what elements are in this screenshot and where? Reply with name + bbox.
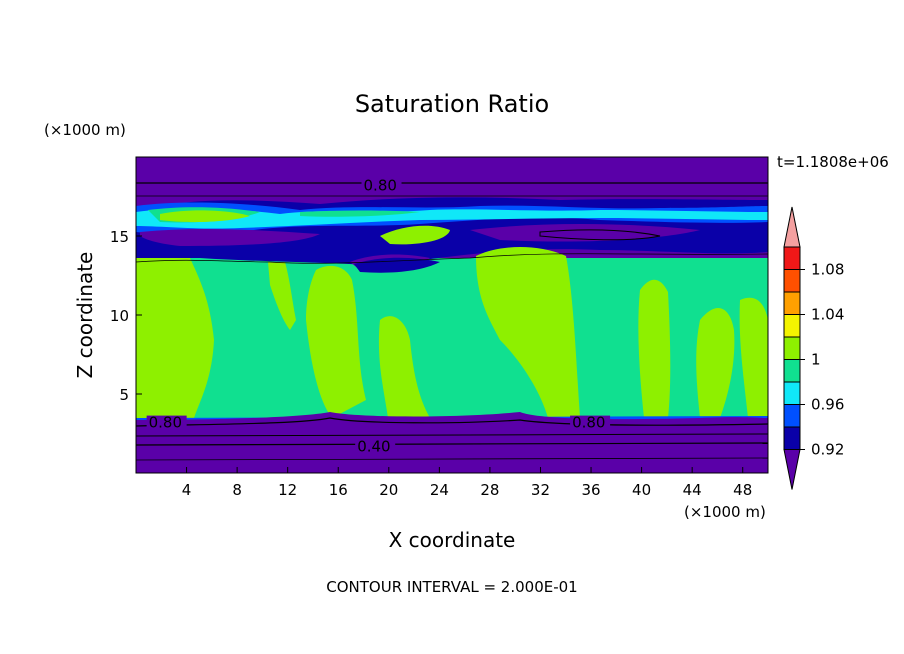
contour-line-middle <box>136 253 768 264</box>
x-tick-label: 20 <box>379 481 398 499</box>
contour-interval-label: CONTOUR INTERVAL = 2.000E-01 <box>326 578 577 596</box>
contour-line-lower-040 <box>136 442 768 446</box>
contour-label-background <box>355 439 396 454</box>
contour-label: 0.80 <box>149 414 182 432</box>
x-tick-label: 28 <box>480 481 499 499</box>
x-tick-label: 16 <box>329 481 348 499</box>
colorbar-segment <box>783 404 801 428</box>
colorbar: 0.92 0.96 1 1.04 1.08 <box>783 206 844 490</box>
region-upper-purple-core <box>140 224 700 270</box>
contour-line-lower-060 <box>136 433 768 437</box>
contour-lines <box>136 182 768 461</box>
contour-label-background <box>570 415 611 430</box>
region-upper-cyan <box>136 208 768 229</box>
x-tick-label: 12 <box>278 481 297 499</box>
colorbar-segment <box>783 381 801 405</box>
x-axis-label: X coordinate <box>389 528 516 552</box>
x-tick-label: 36 <box>581 481 600 499</box>
contour-field <box>136 157 768 473</box>
region-upper-lime-patch <box>160 210 450 245</box>
contour-line-upper-core <box>539 229 661 241</box>
colorbar-upper-arrow <box>783 206 801 248</box>
colorbar-segment <box>783 314 801 338</box>
colorbar-tick-label: 1 <box>811 351 821 369</box>
y-unit-label: (×1000 m) <box>44 121 126 139</box>
region-upper-navy-core <box>354 257 440 273</box>
y-tick-label: 5 <box>119 386 129 404</box>
colorbar-segment <box>783 246 801 270</box>
contour-line-lower-020 <box>136 457 768 461</box>
contour-label: 0.80 <box>364 177 397 195</box>
colorbar-segment <box>783 269 801 293</box>
x-tick-label: 40 <box>632 481 651 499</box>
contour-label-background <box>146 415 187 430</box>
colorbar-segment <box>783 336 801 360</box>
colorbar-tick-label: 1.08 <box>811 261 844 279</box>
colorbar-tick-label: 1.04 <box>811 306 844 324</box>
x-tick-label: 32 <box>531 481 550 499</box>
y-axis-label: Z coordinate <box>73 252 97 379</box>
contour-line-top-2 <box>136 195 768 197</box>
time-label: t=1.1808e+06 <box>777 153 889 171</box>
x-tick-label: 48 <box>733 481 752 499</box>
contour-line-lower-080 <box>136 417 768 427</box>
contour-label-background <box>361 178 402 193</box>
chart-title: Saturation Ratio <box>355 90 549 118</box>
x-tick-label: 4 <box>182 481 192 499</box>
contour-label: 0.80 <box>572 414 605 432</box>
colorbar-segment <box>783 359 801 383</box>
colorbar-tick-label: 0.92 <box>811 441 844 459</box>
x-unit-label: (×1000 m) <box>684 503 766 521</box>
contour-labels: 0.80 0.80 0.80 0.40 <box>146 177 611 455</box>
region-middle-lime <box>136 247 768 418</box>
colorbar-tick-label: 0.96 <box>811 396 844 414</box>
y-tick-label: 10 <box>110 307 129 325</box>
x-tick-label: 24 <box>430 481 449 499</box>
x-tick-label: 8 <box>232 481 242 499</box>
y-tick-label: 15 <box>110 228 129 246</box>
x-axis-ticks: 4 8 12 16 20 24 28 32 36 40 44 48 <box>182 467 752 499</box>
colorbar-segment <box>783 291 801 315</box>
region-middle-green <box>136 258 768 420</box>
x-tick-label: 44 <box>683 481 702 499</box>
contour-label: 0.40 <box>357 437 390 455</box>
contour-line-top <box>136 182 768 184</box>
colorbar-segment <box>783 426 801 450</box>
y-axis-ticks: 5 10 15 <box>110 228 142 404</box>
colorbar-lower-arrow <box>783 449 801 490</box>
region-bottom-purple <box>136 412 768 473</box>
